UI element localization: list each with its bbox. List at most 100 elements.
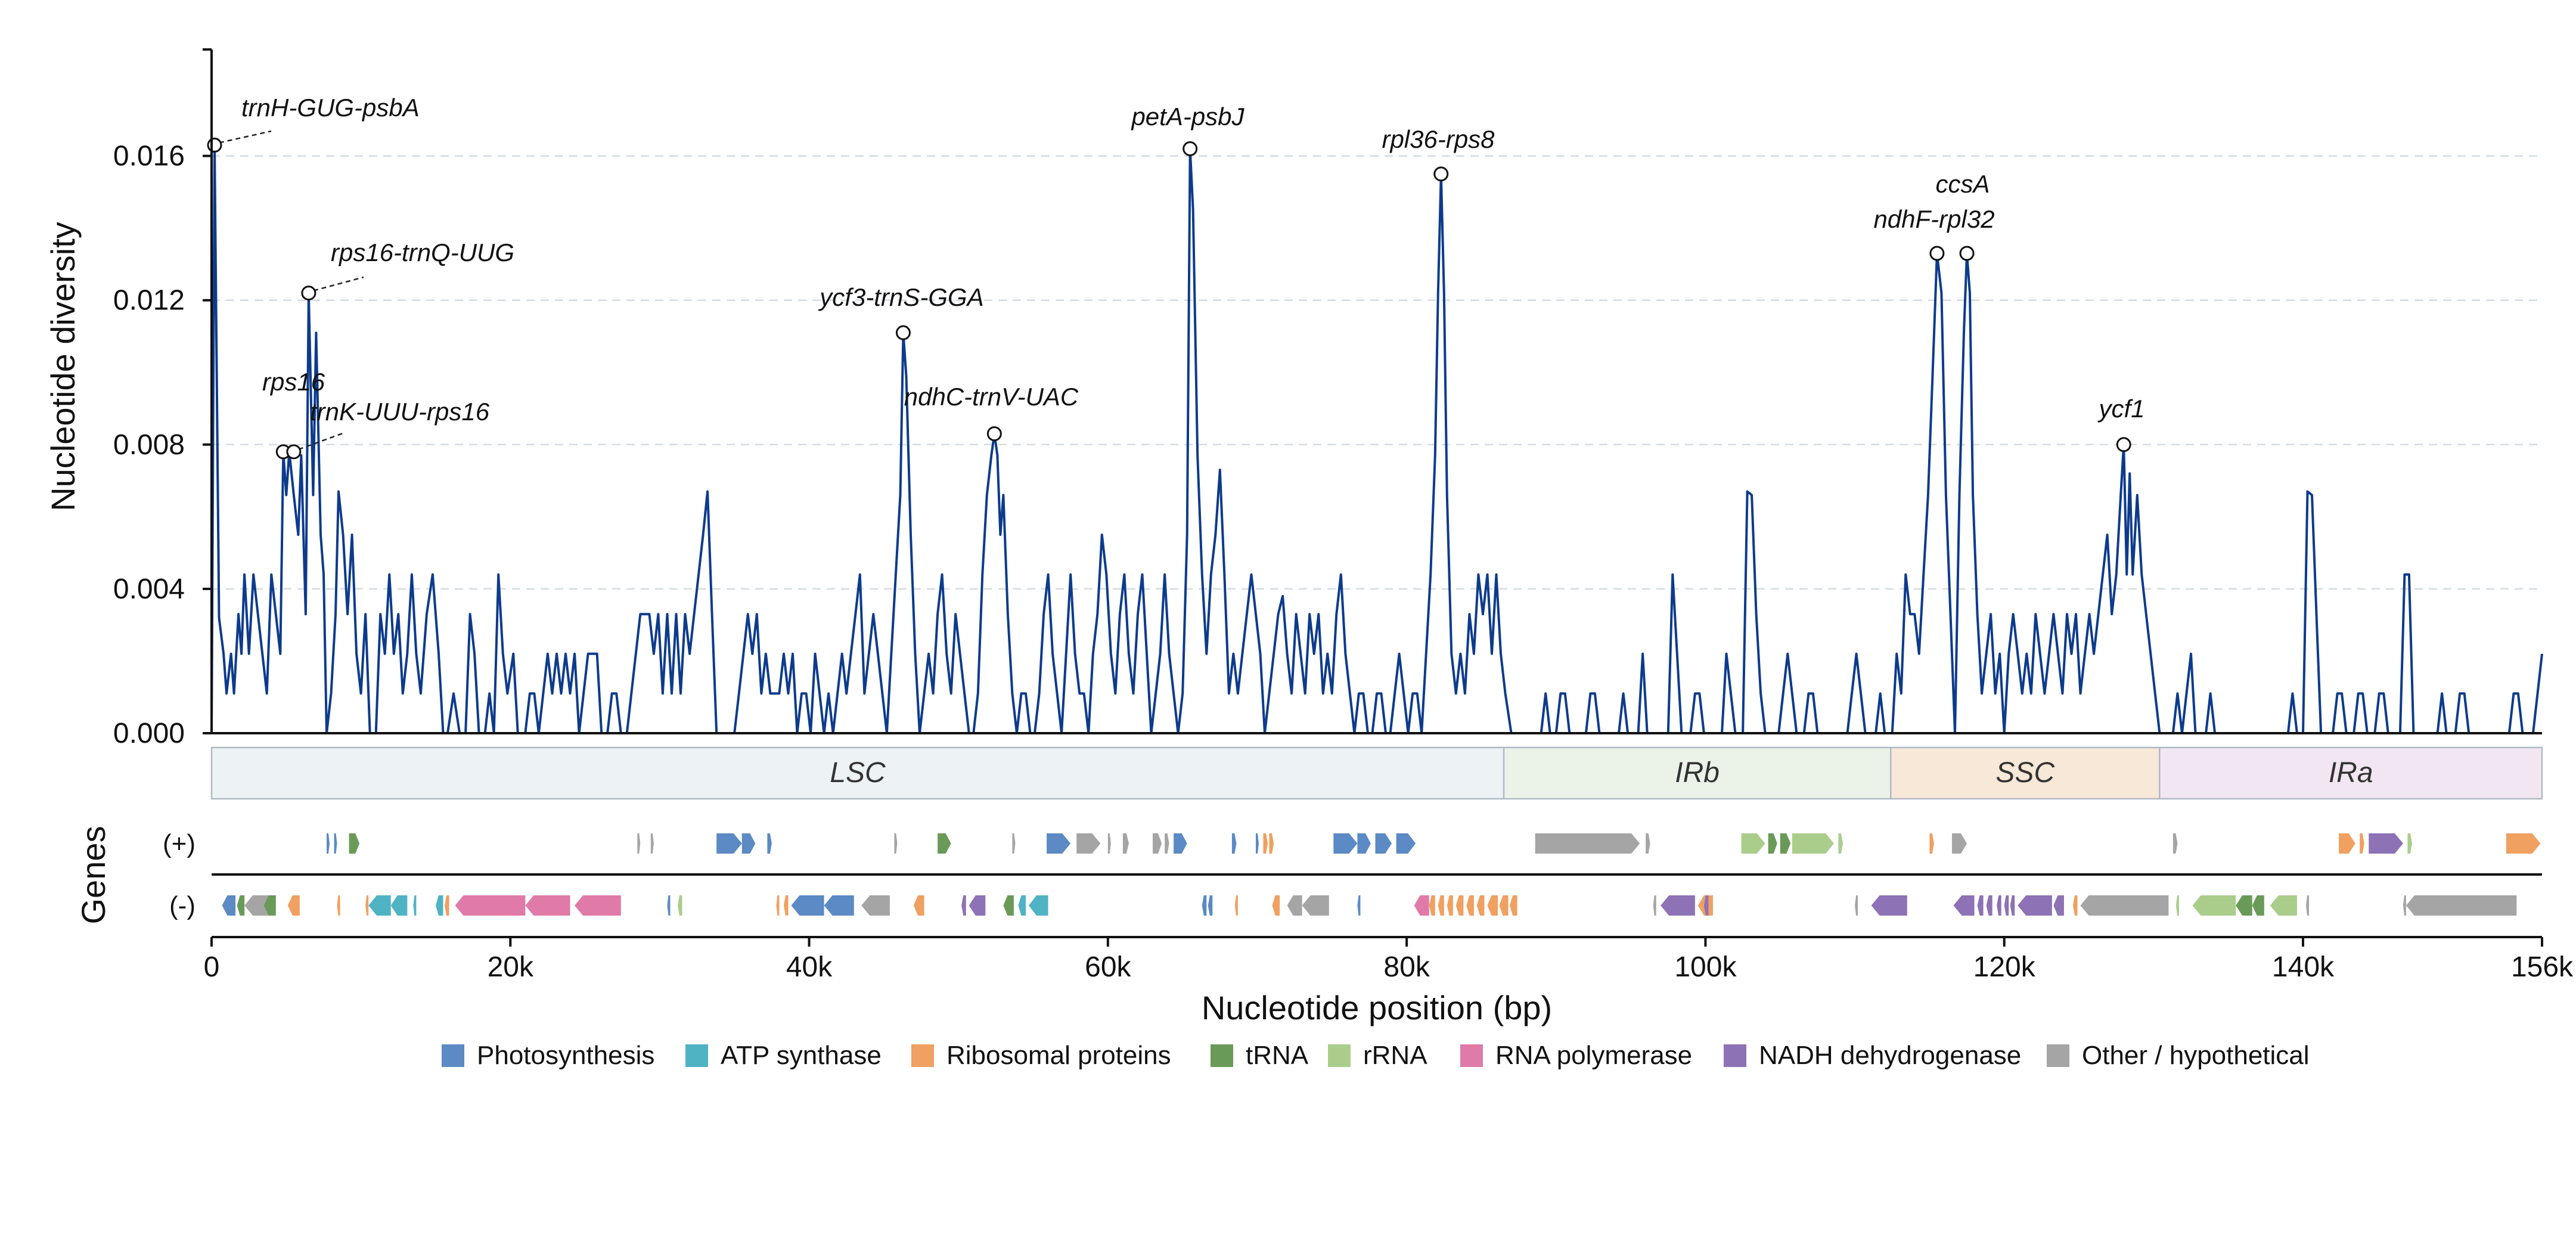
gene-rrna: [2270, 895, 2297, 916]
gene-other: [2406, 895, 2517, 916]
gene-ribo: [1455, 895, 1464, 916]
peak-marker: [301, 286, 316, 301]
peak-leader-line: [219, 130, 272, 144]
peak-marker: [1183, 141, 1198, 156]
gene-other: [1535, 833, 1640, 854]
legend-label: Ribosomal proteins: [946, 1041, 1171, 1070]
gene-rrna: [1792, 833, 1834, 854]
gene-ribo: [783, 895, 789, 916]
gene-atp: [1029, 895, 1048, 916]
legend-label: rRNA: [1363, 1041, 1427, 1070]
minus-strand-label: (-): [169, 891, 195, 920]
gene-other: [894, 833, 898, 854]
gene-photo: [326, 833, 330, 854]
gene-ndh: [2369, 833, 2403, 854]
gene-ribo: [1466, 895, 1474, 916]
gene-other: [2403, 895, 2406, 916]
peak-label: ndhC-trnV-UAC: [904, 383, 1079, 411]
gene-photo: [1174, 833, 1187, 854]
legend-swatch: [2047, 1044, 2069, 1067]
peak-marker: [286, 444, 302, 460]
legend-swatch: [1724, 1044, 1746, 1067]
region-block: [210, 746, 1505, 800]
gene-photo: [1202, 895, 1207, 916]
peak-annotations: trnH-GUG-psbA rps16-trnQ-UUG rps16trnK-UUU…: [207, 94, 2145, 460]
legend-swatch: [1460, 1044, 1483, 1067]
x-tick-label: 156k: [2511, 951, 2574, 983]
gene-ribo: [1438, 895, 1444, 916]
gene-rnap: [525, 895, 570, 916]
gene-ribo: [1510, 895, 1517, 916]
gene-photo: [1047, 833, 1071, 854]
legend-label: RNA polymerase: [1495, 1041, 1692, 1070]
legend-swatch: [1211, 1044, 1233, 1067]
gene-ribo: [445, 895, 449, 916]
legend-swatch: [1328, 1044, 1351, 1067]
peak-label: ndhF-rpl32: [1873, 205, 1994, 233]
gene-photo: [1231, 833, 1237, 854]
gene-ribo: [914, 895, 924, 916]
gene-rnap: [575, 895, 621, 916]
legend-swatch: [911, 1044, 934, 1067]
peak-marker: [2116, 437, 2131, 452]
gene-photo: [767, 833, 772, 854]
gene-ndh: [961, 895, 966, 916]
peak-marker: [207, 137, 222, 153]
gene-ribo: [1476, 895, 1485, 916]
x-tick-label: 20k: [488, 951, 534, 983]
gene-ribo: [2339, 833, 2355, 854]
gene-rrna: [2175, 895, 2179, 916]
gene-ribo: [2360, 833, 2364, 854]
peak-marker: [1959, 246, 1975, 261]
gene-atp: [413, 895, 417, 916]
legend-swatch: [442, 1044, 464, 1067]
gene-rnap: [455, 895, 526, 916]
plus-strand-label: (+): [163, 829, 195, 858]
gene-ribo: [1929, 833, 1934, 854]
peak-marker: [986, 426, 1002, 442]
peak-label: rps16: [262, 368, 325, 396]
x-tick-label: 0: [204, 951, 220, 983]
x-tick-label: 120k: [1973, 951, 2036, 983]
gene-other: [1855, 895, 1858, 916]
gene-rrna: [1741, 833, 1765, 854]
gene-other: [1122, 833, 1129, 854]
gene-photo: [1357, 895, 1361, 916]
gene-other: [637, 833, 641, 854]
peak-marker: [1433, 166, 1449, 182]
peak-label: ycf1: [2097, 395, 2144, 423]
gene-trna: [349, 833, 360, 854]
gene-other: [1107, 833, 1111, 854]
gene-ndh: [2010, 895, 2015, 916]
gene-rrna: [678, 895, 682, 916]
gene-trna: [1768, 833, 1777, 854]
x-tick-label: 140k: [2272, 951, 2335, 983]
gene-ndh: [2018, 895, 2052, 916]
gene-other: [1012, 833, 1016, 854]
gene-rrna: [1838, 833, 1843, 854]
gene-other: [2305, 895, 2309, 916]
peak-leader-line: [313, 276, 364, 291]
gene-trna: [1003, 895, 1014, 916]
peak-label: ycf3-trnS-GGA: [818, 283, 983, 311]
gene-other: [861, 895, 890, 916]
gene-ribo: [2506, 833, 2541, 854]
x-tick-label: 100k: [1674, 951, 1737, 983]
gene-tracks: (+) (-): [163, 829, 2542, 920]
y-tick-label: 0.008: [113, 429, 185, 461]
region-label: SSC: [1995, 757, 2054, 789]
legend-label: ATP synthase: [721, 1041, 882, 1070]
y-tick-label: 0.000: [113, 718, 185, 749]
gene-photo: [716, 833, 742, 854]
gene-photo: [1208, 895, 1213, 916]
peak-label: ccsA: [1935, 170, 1990, 198]
gene-photo: [1396, 833, 1416, 854]
gene-photo: [1375, 833, 1392, 854]
gene-atp: [1018, 895, 1026, 916]
peak-label: rpl36-rps8: [1382, 125, 1495, 153]
gene-photo: [741, 833, 756, 854]
gene-ribo: [776, 895, 780, 916]
gene-other: [1076, 833, 1101, 854]
gene-rnap: [1414, 895, 1429, 916]
